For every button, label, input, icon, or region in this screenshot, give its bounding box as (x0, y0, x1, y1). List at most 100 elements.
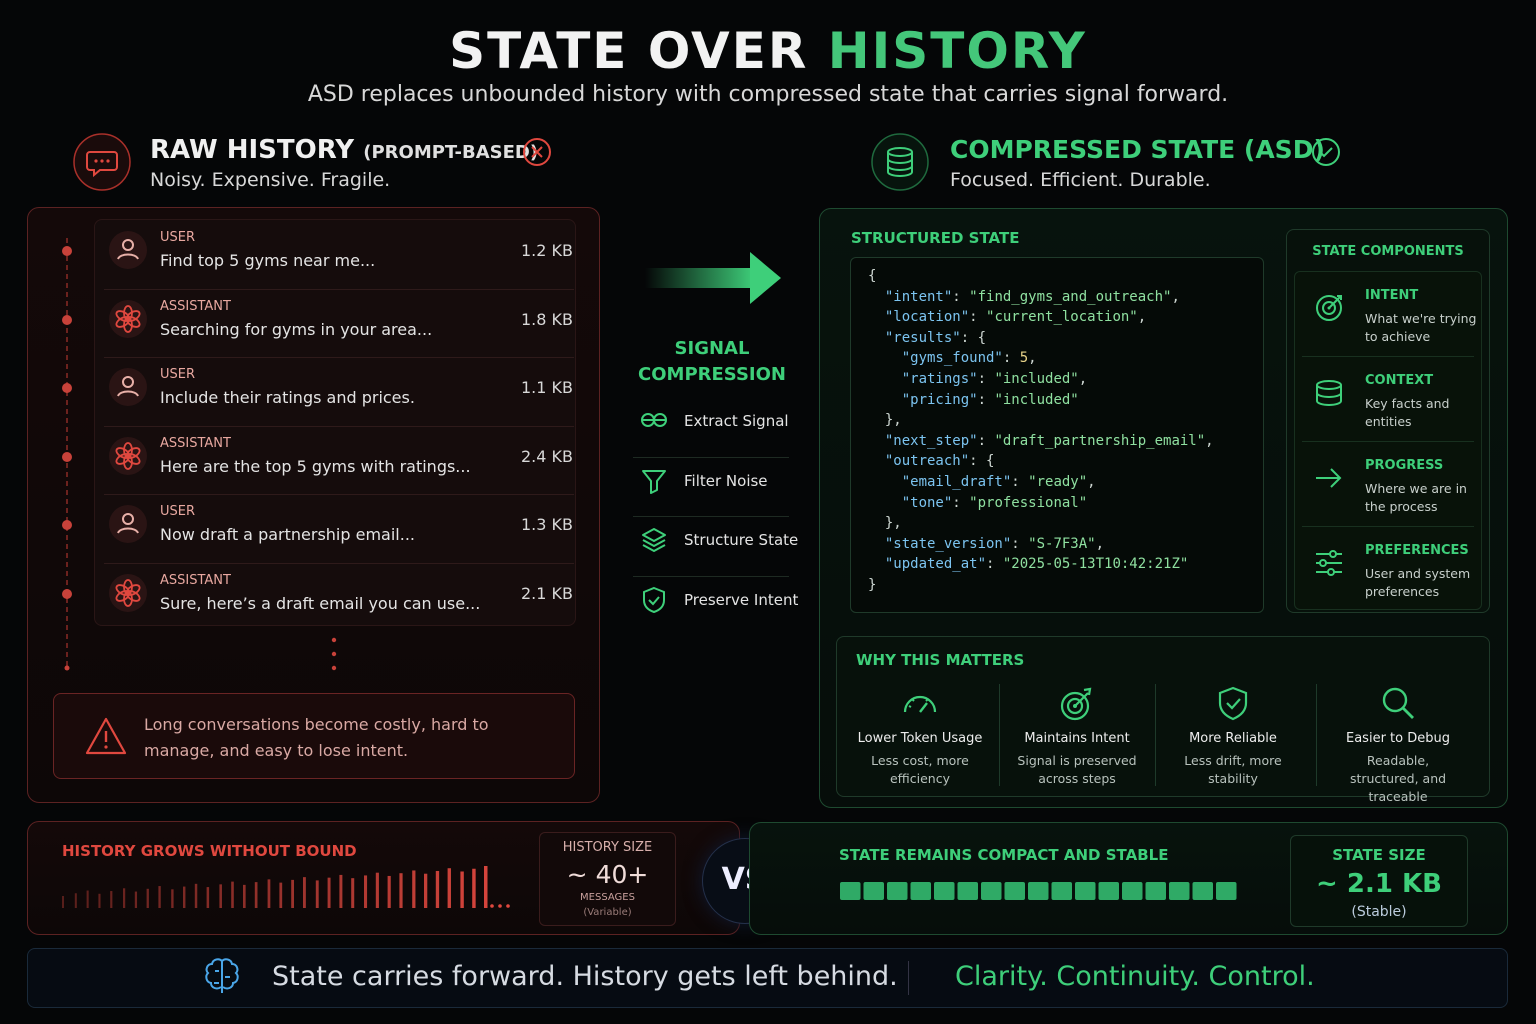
message-text: Sure, here’s a draft email you can use..… (160, 593, 481, 613)
why-title: Maintains Intent (1024, 731, 1130, 746)
why-desc: Signal is preserved across steps (1017, 753, 1137, 786)
title-b: HISTORY (827, 22, 1087, 80)
title-a: STATE OVER (449, 22, 809, 80)
state-subtitle: Focused. Efficient. Durable. (950, 169, 1211, 191)
history-bar (267, 879, 271, 908)
why-title: WHY THIS MATTERS (856, 651, 1025, 669)
step-divider (633, 575, 789, 577)
warning-icon (85, 717, 127, 755)
footer (27, 948, 1508, 1008)
state-label: STATE REMAINS COMPACT AND STABLE (839, 846, 1169, 864)
message-icon (109, 299, 147, 338)
component-icon (1316, 468, 1342, 488)
why-title: Easier to Debug (1346, 731, 1450, 746)
why-desc: Less drift, more stability (1184, 753, 1282, 786)
message-size: 1.1 KB (521, 378, 573, 397)
history-bar (98, 893, 101, 908)
component-desc: User and system preferences (1365, 566, 1471, 599)
footer-right: Clarity. Continuity. Control. (955, 961, 1315, 992)
message-role: ASSISTANT (160, 572, 231, 588)
title: STATE OVER HISTORY (0, 22, 1536, 80)
subtitle: ASD replaces unbounded history with comp… (307, 82, 1229, 107)
footer-left: State carries forward. History gets left… (272, 961, 898, 992)
message-divider (104, 425, 574, 427)
brain-icon (205, 958, 239, 993)
history-bar (303, 877, 306, 908)
history-bar (123, 888, 126, 908)
message-text: Include their ratings and prices. (160, 388, 415, 407)
step-label: Preserve Intent (684, 590, 799, 609)
message-text: Searching for gyms in your area... (160, 319, 433, 339)
message-text: Now draft a partnership email... (160, 525, 415, 544)
footer-divider (908, 961, 909, 995)
message-icon (109, 436, 147, 475)
code-line: } (868, 577, 877, 593)
history-bar (339, 874, 343, 908)
component-desc: Where we are in the process (1365, 481, 1467, 514)
code-box (850, 257, 1264, 613)
step-icon (641, 413, 667, 427)
warning-box (53, 693, 575, 779)
raw-subtitle: Noisy. Expensive. Fragile. (150, 169, 391, 191)
state-block (910, 882, 931, 900)
code-line: "ratings": "included", (901, 371, 1088, 387)
code-line: "gyms_found": 5, (901, 350, 1037, 367)
step-icon (643, 586, 665, 613)
x-icon (523, 138, 551, 166)
why-box (836, 636, 1490, 797)
why-title: More Reliable (1189, 731, 1277, 746)
code-line: "location": "current_location", (884, 309, 1147, 326)
message-text: Find top 5 gyms near me... (160, 251, 376, 270)
history-bar (435, 870, 440, 908)
history-bar (399, 873, 403, 908)
component-divider (1302, 356, 1474, 357)
message-size: 1.2 KB (521, 241, 573, 260)
message-icon (109, 573, 147, 612)
state-block (1051, 882, 1072, 900)
history-bar (412, 870, 416, 908)
code-line: }, (868, 515, 902, 532)
why-icon (1218, 686, 1248, 721)
state-block (1028, 882, 1049, 900)
timeline-dot (62, 451, 72, 462)
ellipsis-dot (498, 904, 502, 908)
step-divider (633, 456, 789, 458)
timeline-dot (62, 520, 72, 530)
history-bars (62, 866, 510, 908)
message-icon (109, 231, 147, 269)
why-desc: Less cost, more efficiency (871, 753, 969, 786)
why-divider (998, 684, 1000, 786)
state-block (1216, 882, 1237, 900)
state-block (934, 882, 955, 900)
step-label: Filter Noise (684, 471, 768, 490)
history-size-box (539, 832, 676, 926)
ellipsis-dot (506, 904, 510, 908)
state-block (957, 882, 978, 900)
message-divider (104, 494, 574, 495)
timeline-dot (62, 588, 72, 599)
message-text: Here are the top 5 gyms with ratings... (160, 456, 471, 476)
timeline-dot (62, 383, 72, 393)
message-icon (109, 505, 147, 543)
why-divider (1315, 684, 1317, 786)
step-divider (633, 516, 789, 517)
message-role: ASSISTANT (160, 298, 231, 314)
component-name: PREFERENCES (1365, 543, 1469, 558)
history-bar (424, 873, 428, 908)
raw-tag: (PROMPT-BASED) (363, 142, 539, 163)
message-size: 2.4 KB (521, 446, 573, 466)
component-desc: Key facts and entities (1365, 396, 1450, 429)
step-label: Extract Signal (684, 412, 789, 430)
component-name: PROGRESS (1365, 458, 1444, 473)
more-dots (331, 637, 337, 671)
state-title: COMPRESSED STATE (ASD) (950, 135, 1325, 164)
state-block (1004, 882, 1025, 900)
state-block (840, 882, 861, 900)
history-bar (194, 883, 198, 908)
component-icon (1316, 295, 1342, 321)
message-size: 1.3 KB (521, 515, 573, 534)
code-line: "state_version": "S-7F3A", (884, 535, 1105, 552)
step-label: Structure State (684, 531, 799, 549)
code-line: "updated_at": "2025-05-13T10:42:21Z" (884, 556, 1189, 573)
